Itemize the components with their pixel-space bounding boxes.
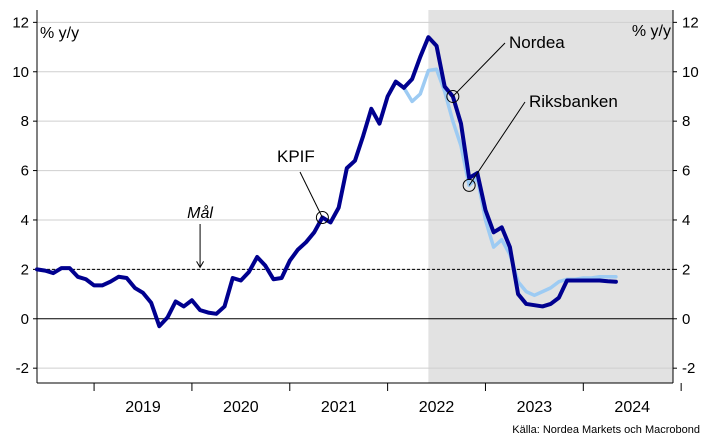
y-tick-label-left: 0 <box>21 311 29 328</box>
annotation-leader-kpif <box>299 171 323 218</box>
y-tick-label-right: 10 <box>682 64 699 81</box>
x-year-labels: 2019 2020 2021 2022 2023 2024 <box>93 383 682 416</box>
annotation-marker-riksbanken <box>462 178 476 192</box>
forecast-shading <box>428 10 673 383</box>
x-year-label: 2019 <box>125 399 161 416</box>
y-tick-label-left: 6 <box>21 163 29 180</box>
y-tick-label-left: 4 <box>21 212 29 229</box>
series-lines <box>35 35 618 329</box>
y-tick-label-right: 2 <box>682 261 690 278</box>
source-note: Källa: Nordea Markets och Macrobond <box>512 424 700 436</box>
x-year-label: 2024 <box>614 399 650 416</box>
annotation-marker-kpif <box>315 210 329 224</box>
y-tick-label-right: 8 <box>682 113 690 130</box>
annotation-leader-nordea <box>452 42 506 97</box>
goal-label: Mål <box>187 204 213 222</box>
y-tick-label-right: 12 <box>682 14 699 31</box>
annotation-leader-riksbanken <box>468 101 526 186</box>
x-year-label: 2020 <box>223 399 259 416</box>
annotation-label-riksbanken: Riksbanken <box>529 92 618 111</box>
y-tick-label-right: 6 <box>682 163 690 180</box>
y-ticks-right: -2 0 2 4 6 8 10 12 <box>682 14 699 377</box>
annotation-marker-nordea <box>446 89 460 103</box>
y-tick-label-right: -2 <box>682 360 695 377</box>
y-axis-unit-left: % y/y <box>40 25 79 42</box>
x-year-label: 2023 <box>517 399 553 416</box>
series-line-kpif <box>35 79 406 329</box>
y-tick-label-left: 2 <box>21 261 29 278</box>
axes <box>33 10 677 384</box>
series-line-nordea <box>401 35 618 309</box>
goal-arrow-head <box>196 261 205 269</box>
y-tick-label-right: 4 <box>682 212 690 229</box>
y-tick-label-left: 10 <box>12 64 29 81</box>
y-tick-label-left: -2 <box>16 360 29 377</box>
x-year-label: 2022 <box>419 399 455 416</box>
y-tick-label-left: 12 <box>12 14 29 31</box>
y-tick-label-right: 0 <box>682 311 690 328</box>
annotation-label-nordea: Nordea <box>509 33 565 52</box>
y-axis-unit-right: % y/y <box>632 23 671 40</box>
annotation-label-kpif: KPIF <box>277 147 315 166</box>
y-ticks-left: -2 0 2 4 6 8 10 12 <box>12 14 29 377</box>
annotations: KPIF Nordea Riksbanken Mål <box>187 33 618 269</box>
y-tick-label-left: 8 <box>21 113 29 130</box>
x-year-label: 2021 <box>321 399 357 416</box>
